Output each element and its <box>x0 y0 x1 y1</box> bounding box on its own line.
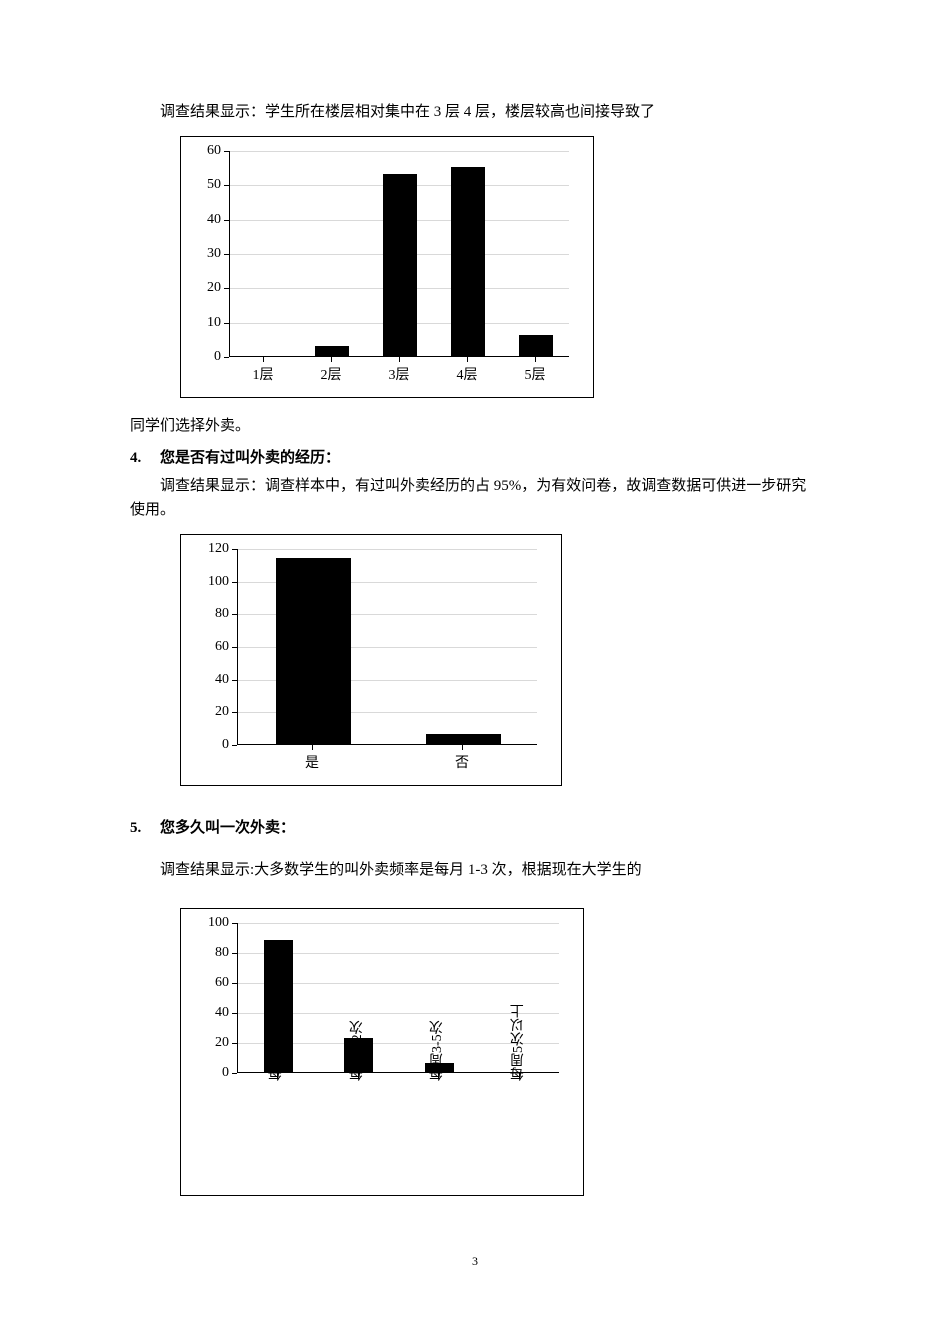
floor-chart-ytick: 20 <box>195 277 221 299</box>
floor-chart-ytick: 60 <box>195 140 221 162</box>
experience-chart: 0 20 40 60 80 100 120 是 否 <box>180 534 562 786</box>
frequency-chart: 020406080100每月1-3次每周1-2次每周3-5次每周5次以上 <box>180 908 584 1196</box>
experience-chart-bar <box>426 734 501 744</box>
frequency-chart-plot <box>237 923 559 1073</box>
chart2-wrapper: 0 20 40 60 80 100 120 是 否 <box>130 526 820 802</box>
floor-chart-ytick: 30 <box>195 243 221 265</box>
floor-chart-ytick: 40 <box>195 208 221 230</box>
chart1-wrapper: 0 10 20 30 40 50 60 1层 2层 3层 4层 5层 <box>130 128 820 414</box>
experience-chart-bar <box>276 558 351 744</box>
experience-chart-ytick: 20 <box>195 701 229 723</box>
experience-chart-ytick: 40 <box>195 668 229 690</box>
heading-5-text: 您多久叫一次外卖： <box>160 820 295 836</box>
frequency-chart-bar <box>344 1038 373 1073</box>
floor-chart-ytick: 50 <box>195 174 221 196</box>
para4: 调查结果显示:大多数学生的叫外卖频率是每月 1-3 次，根据现在大学生的 <box>130 858 820 882</box>
floor-chart-xtick: 2层 <box>321 365 342 387</box>
frequency-chart-ytick: 0 <box>195 1062 229 1084</box>
experience-chart-ytick: 80 <box>195 603 229 625</box>
experience-chart-xtick: 是 <box>305 753 319 775</box>
floor-chart-ytick: 10 <box>195 311 221 333</box>
frequency-chart-bar <box>425 1063 454 1072</box>
heading-4: 4.您是否有过叫外卖的经历： <box>130 446 820 470</box>
floor-chart-xtick: 1层 <box>253 365 274 387</box>
experience-chart-ytick: 100 <box>195 570 229 592</box>
frequency-chart-ytick: 80 <box>195 942 229 964</box>
heading-5: 5.您多久叫一次外卖： <box>130 816 820 840</box>
experience-chart-plot <box>237 549 537 745</box>
frequency-chart-bar <box>264 940 293 1072</box>
chart3-wrapper: 020406080100每月1-3次每周1-2次每周3-5次每周5次以上 <box>130 900 820 1212</box>
frequency-chart-ytick: 40 <box>195 1002 229 1024</box>
experience-chart-ytick: 120 <box>195 538 229 560</box>
floor-chart-xtick: 4层 <box>457 365 478 387</box>
floor-chart-plot <box>229 151 569 357</box>
floor-chart-bar <box>451 167 485 356</box>
floor-chart-xtick: 3层 <box>389 365 410 387</box>
frequency-chart-ytick: 100 <box>195 912 229 934</box>
heading-4-text: 您是否有过叫外卖的经历： <box>160 450 340 466</box>
floor-chart-ytick: 0 <box>195 346 221 368</box>
floor-chart-bar <box>519 335 553 356</box>
frequency-chart-ytick: 20 <box>195 1032 229 1054</box>
floor-chart-bar <box>315 346 349 356</box>
frequency-chart-ytick: 60 <box>195 972 229 994</box>
intro-paragraph-1: 调查结果显示：学生所在楼层相对集中在 3 层 4 层，楼层较高也间接导致了 <box>130 100 820 124</box>
para2: 同学们选择外卖。 <box>130 414 820 438</box>
page-number: 3 <box>130 1252 820 1271</box>
heading-4-num: 4. <box>130 446 160 470</box>
experience-chart-ytick: 0 <box>195 734 229 756</box>
floor-chart-xtick: 5层 <box>525 365 546 387</box>
floor-chart: 0 10 20 30 40 50 60 1层 2层 3层 4层 5层 <box>180 136 594 398</box>
experience-chart-ytick: 60 <box>195 636 229 658</box>
floor-chart-bar <box>383 174 417 356</box>
heading-5-num: 5. <box>130 816 160 840</box>
para3: 调查结果显示：调查样本中，有过叫外卖经历的占 95%，为有效问卷，故调查数据可供… <box>130 474 820 522</box>
experience-chart-xtick: 否 <box>455 753 469 775</box>
